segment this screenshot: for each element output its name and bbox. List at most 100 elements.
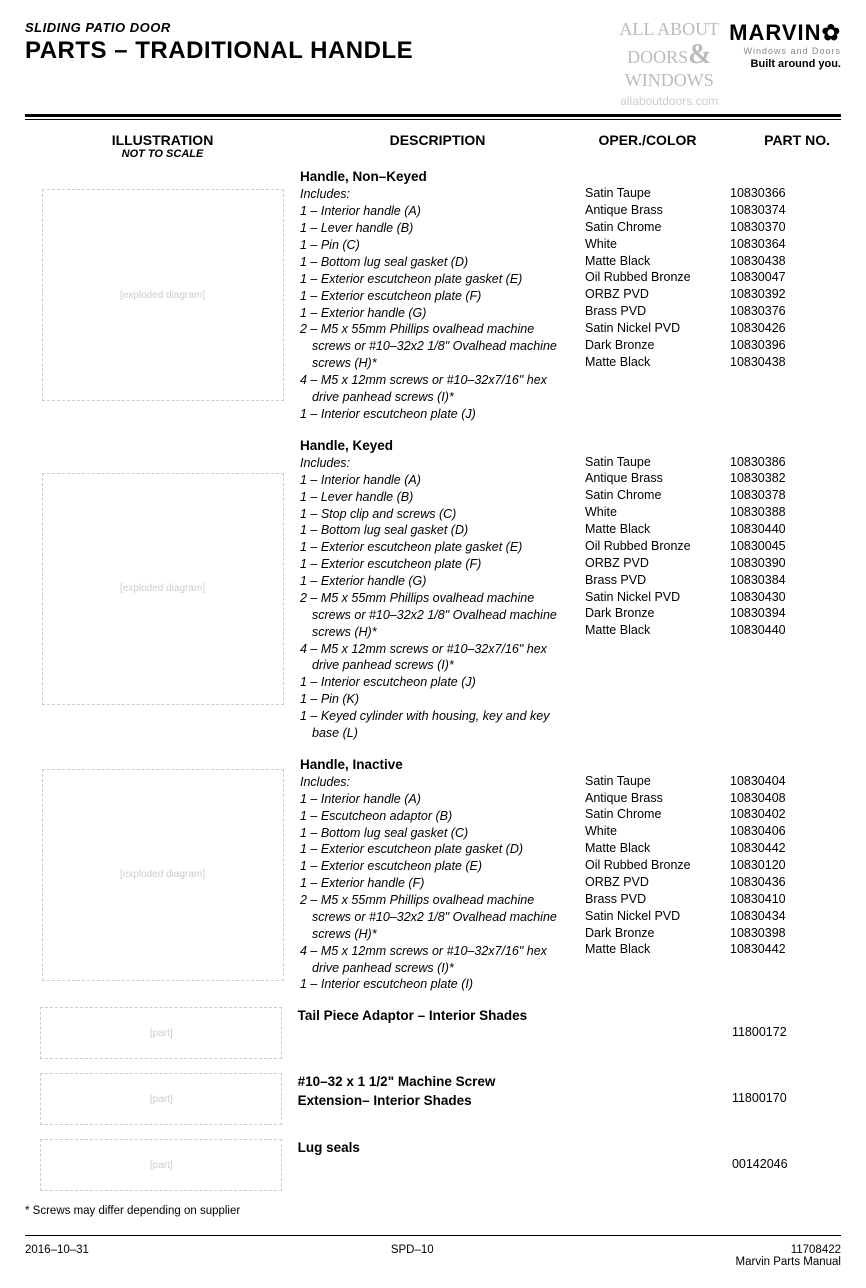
variant-part: 10830120 <box>730 857 840 874</box>
includes-item: 1 – Exterior handle (G) <box>300 573 575 590</box>
variant-oper: Satin Nickel PVD <box>585 589 730 606</box>
includes-item: 4 – M5 x 12mm screws or #10–32x7/16" hex… <box>300 372 575 406</box>
description-cell: Lug seals <box>298 1139 581 1191</box>
footer: 2016–10–31 SPD–10 11708422 Marvin Parts … <box>25 1244 841 1268</box>
includes-label: Includes: <box>300 186 575 203</box>
variant-oper: Satin Chrome <box>585 487 730 504</box>
variant-part: 10830396 <box>730 337 840 354</box>
variant-oper: Brass PVD <box>585 891 730 908</box>
description-cell: Handle, KeyedIncludes:1 – Interior handl… <box>300 437 585 742</box>
variant-oper: ORBZ PVD <box>585 286 730 303</box>
watermark: ALL ABOUT DOORS& WINDOWS allaboutdoors.c… <box>619 20 719 110</box>
watermark-l2: DOORS <box>627 47 688 67</box>
variant-oper: Satin Nickel PVD <box>585 908 730 925</box>
part-cell: 00142046 <box>724 1139 841 1191</box>
includes-item: 1 – Exterior handle (F) <box>300 875 575 892</box>
simple-items-container: [part] Tail Piece Adaptor – Interior Shad… <box>25 1007 841 1191</box>
brand-icon: ✿ <box>822 20 841 45</box>
illustration-placeholder: [exploded diagram] <box>42 769 284 981</box>
col-description: DESCRIPTION <box>300 132 575 160</box>
main-title: PARTS – TRADITIONAL HANDLE <box>25 37 609 65</box>
variant-part: 10830382 <box>730 470 840 487</box>
variant-part: 10830370 <box>730 219 840 236</box>
includes-item: 1 – Exterior escutcheon plate (F) <box>300 556 575 573</box>
variant-oper: Matte Black <box>585 622 730 639</box>
variant-part: 10830376 <box>730 303 840 320</box>
includes-item: 2 – M5 x 55mm Phillips ovalhead machine … <box>300 892 575 943</box>
variant-oper: Matte Black <box>585 840 730 857</box>
includes-item: 1 – Interior escutcheon plate (J) <box>300 674 575 691</box>
variant-oper: Oil Rubbed Bronze <box>585 538 730 555</box>
brand-name: MARVIN✿ <box>729 20 841 46</box>
variant-part: 10830378 <box>730 487 840 504</box>
col-part: PART NO. <box>720 132 830 160</box>
part-cell: 1083038610830382108303781083038810830440… <box>730 437 840 742</box>
pre-title: SLIDING PATIO DOOR <box>25 20 609 35</box>
variant-oper: Dark Bronze <box>585 925 730 942</box>
variant-oper: Matte Black <box>585 253 730 270</box>
includes-item: 1 – Pin (K) <box>300 691 575 708</box>
includes-item: 2 – M5 x 55mm Phillips ovalhead machine … <box>300 590 575 641</box>
variant-part: 10830047 <box>730 269 840 286</box>
includes-item: 4 – M5 x 12mm screws or #10–32x7/16" hex… <box>300 641 575 675</box>
includes-label: Includes: <box>300 774 575 791</box>
variant-oper: Oil Rubbed Bronze <box>585 857 730 874</box>
includes-item: 1 – Exterior escutcheon plate (F) <box>300 288 575 305</box>
part-cell: 1083036610830374108303701083036410830438… <box>730 168 840 422</box>
variant-oper: White <box>585 823 730 840</box>
variant-oper: Antique Brass <box>585 202 730 219</box>
variant-part: 10830374 <box>730 202 840 219</box>
section-title: Handle, Keyed <box>300 437 575 455</box>
variant-oper: ORBZ PVD <box>585 874 730 891</box>
simple-section: [part] Tail Piece Adaptor – Interior Shad… <box>25 1007 841 1059</box>
variant-part: 10830384 <box>730 572 840 589</box>
brand-tag: Built around you. <box>729 58 841 70</box>
illustration-cell: [exploded diagram] <box>25 756 300 994</box>
includes-item: 1 – Bottom lug seal gasket (C) <box>300 825 575 842</box>
oper-cell: Satin TaupeAntique BrassSatin ChromeWhit… <box>585 756 730 994</box>
variant-oper: ORBZ PVD <box>585 555 730 572</box>
oper-cell <box>580 1007 724 1059</box>
footer-docname: Marvin Parts Manual <box>736 1256 841 1268</box>
includes-item: 1 – Escutcheon adaptor (B) <box>300 808 575 825</box>
illustration-placeholder: [part] <box>40 1007 282 1059</box>
part-cell: 11800170 <box>724 1073 841 1125</box>
includes-item: 1 – Exterior handle (G) <box>300 305 575 322</box>
illustration-placeholder: [part] <box>40 1139 282 1191</box>
variant-oper: Satin Chrome <box>585 806 730 823</box>
section-title: Lug seals <box>298 1139 571 1157</box>
variant-part: 10830045 <box>730 538 840 555</box>
variant-part: 10830402 <box>730 806 840 823</box>
variant-oper: Matte Black <box>585 521 730 538</box>
variant-part: 10830426 <box>730 320 840 337</box>
variant-oper: Antique Brass <box>585 790 730 807</box>
variant-part: 11800170 <box>732 1090 841 1107</box>
oper-cell <box>580 1073 724 1125</box>
includes-label: Includes: <box>300 455 575 472</box>
includes-item: 4 – M5 x 12mm screws or #10–32x7/16" hex… <box>300 943 575 977</box>
column-headers: ILLUSTRATION NOT TO SCALE DESCRIPTION OP… <box>25 132 841 160</box>
variant-oper: Brass PVD <box>585 572 730 589</box>
variant-part: 10830366 <box>730 185 840 202</box>
parts-section: [exploded diagram]Handle, InactiveInclud… <box>25 756 841 994</box>
illustration-placeholder: [exploded diagram] <box>42 473 284 705</box>
includes-item: 1 – Pin (C) <box>300 237 575 254</box>
includes-list: 1 – Interior handle (A)1 – Lever handle … <box>300 472 575 742</box>
variant-part: 10830406 <box>730 823 840 840</box>
footer-rule <box>25 1235 841 1236</box>
variant-oper: White <box>585 504 730 521</box>
page-header: SLIDING PATIO DOOR PARTS – TRADITIONAL H… <box>25 20 841 110</box>
variant-oper: Satin Nickel PVD <box>585 320 730 337</box>
includes-item: 1 – Stop clip and screws (C) <box>300 506 575 523</box>
includes-item: 1 – Keyed cylinder with housing, key and… <box>300 708 575 742</box>
illustration-cell: [exploded diagram] <box>25 437 300 742</box>
illustration-cell: [part] <box>25 1139 298 1191</box>
variant-part: 10830386 <box>730 454 840 471</box>
variant-part: 10830390 <box>730 555 840 572</box>
includes-item: 1 – Exterior escutcheon plate (E) <box>300 858 575 875</box>
section-title: Tail Piece Adaptor – Interior Shades <box>298 1007 571 1025</box>
rule-thin <box>25 119 841 120</box>
includes-list: 1 – Interior handle (A)1 – Lever handle … <box>300 203 575 422</box>
includes-item: 1 – Exterior escutcheon plate gasket (E) <box>300 539 575 556</box>
variant-part: 11800172 <box>732 1024 841 1041</box>
